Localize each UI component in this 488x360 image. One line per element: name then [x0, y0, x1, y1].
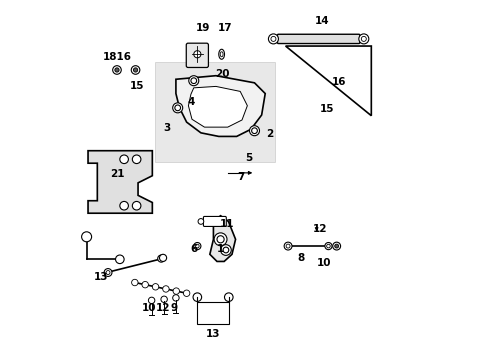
Ellipse shape: [106, 271, 110, 274]
Polygon shape: [209, 216, 235, 261]
Text: 20: 20: [215, 68, 229, 78]
Text: 7: 7: [237, 172, 244, 182]
Circle shape: [175, 105, 180, 111]
Text: 17: 17: [217, 23, 232, 33]
Text: 10: 10: [316, 258, 330, 268]
Ellipse shape: [270, 36, 275, 41]
Circle shape: [193, 293, 201, 301]
Text: 10: 10: [142, 302, 156, 312]
Circle shape: [120, 202, 128, 210]
Circle shape: [249, 126, 259, 136]
Text: 2: 2: [266, 129, 273, 139]
Polygon shape: [176, 76, 264, 136]
Circle shape: [224, 293, 233, 301]
FancyBboxPatch shape: [203, 216, 226, 226]
Text: 14: 14: [314, 16, 329, 26]
Text: 1: 1: [216, 244, 224, 253]
Text: 6: 6: [190, 244, 197, 253]
Ellipse shape: [193, 243, 201, 249]
Circle shape: [172, 103, 183, 113]
Ellipse shape: [358, 34, 368, 44]
Ellipse shape: [172, 295, 179, 301]
Ellipse shape: [198, 219, 203, 224]
Circle shape: [217, 236, 224, 243]
Circle shape: [251, 128, 257, 134]
Text: 16: 16: [331, 77, 346, 87]
Text: 15: 15: [319, 104, 333, 113]
Ellipse shape: [284, 242, 291, 250]
Ellipse shape: [334, 244, 338, 248]
Ellipse shape: [324, 243, 331, 249]
Text: 12: 12: [312, 224, 327, 234]
Polygon shape: [188, 86, 247, 127]
Text: 15: 15: [129, 81, 143, 91]
Polygon shape: [88, 151, 152, 213]
Ellipse shape: [133, 68, 138, 72]
Circle shape: [188, 76, 198, 86]
Text: 3: 3: [163, 123, 170, 133]
Text: 5: 5: [244, 153, 252, 163]
Text: 12: 12: [156, 302, 170, 312]
Ellipse shape: [195, 244, 199, 248]
Ellipse shape: [285, 244, 289, 248]
Ellipse shape: [173, 288, 179, 294]
Ellipse shape: [161, 296, 167, 302]
Ellipse shape: [218, 49, 224, 59]
Ellipse shape: [361, 36, 366, 41]
Text: 13: 13: [94, 272, 108, 282]
FancyBboxPatch shape: [186, 43, 208, 67]
Ellipse shape: [148, 297, 155, 303]
Text: 4: 4: [187, 97, 195, 107]
Circle shape: [132, 155, 141, 163]
Text: 13: 13: [206, 329, 220, 339]
Circle shape: [190, 78, 196, 84]
Ellipse shape: [131, 66, 140, 74]
Text: 1816: 1816: [103, 52, 132, 62]
Ellipse shape: [115, 68, 119, 72]
Text: 21: 21: [109, 168, 124, 179]
Circle shape: [159, 254, 166, 261]
Text: 19: 19: [196, 23, 210, 33]
Ellipse shape: [142, 282, 148, 288]
Circle shape: [223, 247, 228, 253]
Circle shape: [81, 232, 91, 242]
Ellipse shape: [332, 242, 340, 250]
Ellipse shape: [220, 52, 223, 57]
Ellipse shape: [157, 255, 164, 262]
Ellipse shape: [183, 290, 189, 296]
Circle shape: [132, 202, 141, 210]
Ellipse shape: [112, 66, 121, 74]
Ellipse shape: [104, 269, 112, 276]
Polygon shape: [155, 62, 274, 162]
FancyBboxPatch shape: [277, 34, 359, 44]
Circle shape: [214, 233, 226, 246]
Bar: [197, 302, 228, 324]
Text: 9: 9: [170, 302, 177, 312]
Circle shape: [120, 155, 128, 163]
Ellipse shape: [152, 284, 159, 290]
Circle shape: [220, 245, 231, 255]
Circle shape: [115, 255, 124, 264]
Text: 11: 11: [220, 219, 234, 229]
Text: 8: 8: [297, 252, 304, 262]
Ellipse shape: [326, 244, 329, 248]
Ellipse shape: [163, 286, 169, 292]
Ellipse shape: [131, 279, 138, 286]
Ellipse shape: [193, 51, 201, 58]
Ellipse shape: [268, 34, 278, 44]
